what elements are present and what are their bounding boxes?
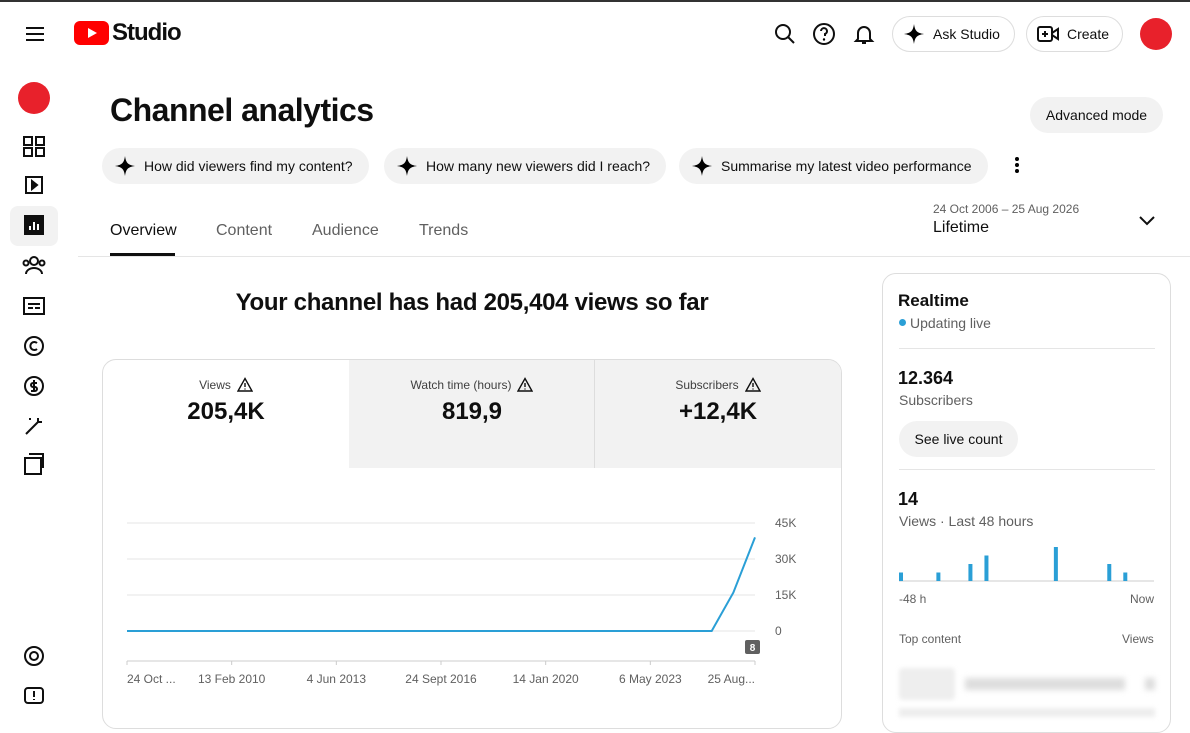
prompt-chip[interactable]: How did viewers find my content? [102, 148, 369, 184]
metric-tab[interactable]: Watch time (hours) 819,9 [349, 360, 595, 468]
realtime-views: 14 [898, 489, 919, 509]
title-blur [965, 678, 1125, 690]
top-content-label: Top content [899, 632, 962, 646]
logo-text: Studio [112, 19, 182, 46]
date-range: 24 Oct 2006 – 25 Aug 2026 [933, 202, 1080, 216]
page-title: Channel analytics [110, 92, 374, 128]
sidebar-icons[interactable] [22, 134, 46, 714]
metric-value: 205,4K [187, 398, 265, 425]
tab-indicator [110, 253, 175, 256]
views-blur [1145, 678, 1155, 690]
create-button[interactable]: Create [1026, 16, 1123, 52]
sparkle-icon [397, 156, 417, 176]
metric-tab[interactable]: Views 205,4K [103, 360, 349, 468]
logo-icon [74, 21, 109, 45]
sparkle-icon [692, 156, 712, 176]
divider [899, 469, 1155, 470]
metric-value: 819,9 [441, 398, 503, 425]
headline: Your channel has had 205,404 views so fa… [235, 289, 709, 316]
help-button[interactable] [812, 22, 836, 46]
notifications-button[interactable] [852, 22, 876, 46]
prompt-chip[interactable]: Summarise my latest video performance [679, 148, 988, 184]
ask-studio-label: Ask Studio [933, 26, 1000, 42]
metric-label: Subscribers [675, 377, 739, 392]
realtime-card [882, 273, 1171, 733]
metric-inactive-bg [349, 360, 841, 468]
menu-button[interactable] [24, 24, 48, 44]
metric-label-row: Watch time (hours) [349, 377, 595, 392]
ask-studio-button[interactable]: Ask Studio [892, 16, 1015, 52]
metric-label-row: Subscribers [595, 377, 841, 392]
top-views-label: Views [1122, 632, 1154, 646]
warning-icon [744, 377, 761, 392]
warning-icon [517, 377, 534, 392]
metrics-card: Views 205,4K Watch time (hours) 819,9 Subscr… [102, 359, 842, 729]
realtime-status: Updating live [910, 315, 991, 331]
live-dot [899, 319, 906, 326]
channel-avatar[interactable] [18, 82, 50, 114]
realtime-title: Realtime [898, 291, 969, 310]
metric-tab[interactable]: Subscribers +12,4K [595, 360, 841, 468]
create-icon [1037, 26, 1059, 42]
prompt-label: Summarise my latest video performance [721, 158, 972, 174]
realtime-views-label: Views · Last 48 hours [899, 513, 1034, 529]
sparkle-icon [904, 24, 924, 44]
more-button[interactable] [1010, 155, 1024, 175]
period-dropdown[interactable] [1138, 214, 1156, 228]
prompt-chip[interactable]: How many new viewers did I reach? [384, 148, 667, 184]
subscriber-label: Subscribers [899, 392, 973, 408]
top-border [0, 0, 1190, 2]
tab[interactable]: Audience [312, 222, 379, 239]
divider [899, 348, 1155, 349]
metric-value: +12,4K [678, 398, 758, 425]
advanced-mode-button[interactable]: Advanced mode [1030, 97, 1163, 133]
thumbnail-blur [899, 668, 955, 700]
metric-label-row: Views [103, 377, 349, 392]
search-button[interactable] [773, 22, 797, 46]
metric-divider [594, 360, 595, 468]
create-label: Create [1067, 26, 1110, 42]
tab[interactable]: Overview [110, 222, 177, 239]
warning-icon [236, 377, 253, 392]
row-blur [899, 708, 1155, 717]
tab[interactable]: Content [216, 222, 273, 239]
sparkle-icon [115, 156, 135, 176]
prompt-label: How many new viewers did I reach? [426, 158, 651, 174]
tab[interactable]: Trends [419, 222, 469, 239]
metric-label: Views [199, 377, 231, 392]
period: Lifetime [933, 219, 990, 236]
metric-label: Watch time (hours) [410, 377, 512, 392]
subscriber-count: 12.364 [898, 368, 954, 388]
live-count-button[interactable]: See live count [899, 421, 1018, 457]
account-avatar[interactable] [1140, 18, 1172, 50]
tabs-divider [78, 256, 1190, 257]
prompt-label: How did viewers find my content? [144, 158, 353, 174]
